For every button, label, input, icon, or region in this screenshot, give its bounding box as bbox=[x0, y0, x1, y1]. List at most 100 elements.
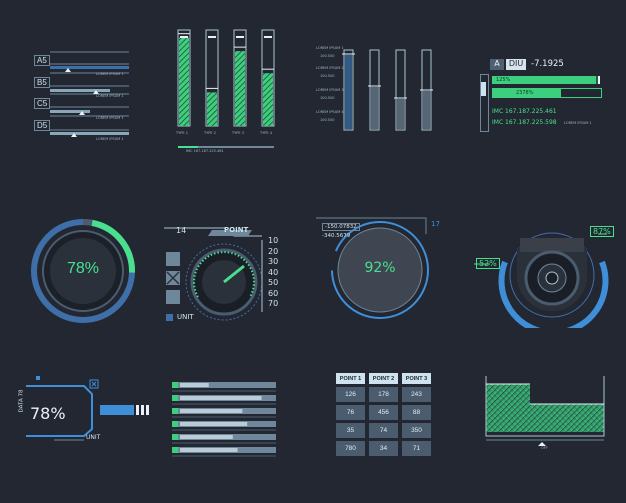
framed-percent-graphics bbox=[26, 376, 150, 441]
level-frame bbox=[395, 49, 406, 131]
table-cell: 126 bbox=[336, 387, 365, 402]
bar-cap bbox=[208, 36, 216, 38]
level-frame bbox=[343, 49, 354, 131]
status-bar-1-fill bbox=[492, 76, 596, 84]
area-graphics bbox=[485, 376, 605, 446]
area-label: OFF bbox=[541, 446, 548, 450]
status-value: -7.1925 bbox=[531, 59, 564, 69]
slider-label-b5: B5 bbox=[34, 77, 50, 88]
table-cell: 780 bbox=[336, 441, 365, 456]
hslider-cap bbox=[172, 382, 178, 388]
scale-70: 70 bbox=[268, 299, 279, 308]
table-cell: 74 bbox=[369, 423, 398, 438]
gauge4-left: 52% bbox=[476, 258, 500, 269]
imc-line-1: IMC 167.187.225.461 bbox=[492, 108, 557, 115]
type-label-3: TYPE 3 bbox=[232, 131, 244, 135]
bars-footer-text: IMC 167.187.225.461 bbox=[186, 149, 224, 153]
speedometer-graphics bbox=[164, 227, 263, 321]
table-row: 126 178 243 bbox=[336, 387, 431, 402]
table-cell: 71 bbox=[402, 441, 431, 456]
level-label-1: LOREM IPSUM 1 bbox=[316, 46, 344, 50]
table-row: 780 34 71 bbox=[336, 441, 431, 456]
table-row: 76 456 88 bbox=[336, 405, 431, 420]
imc-line-2: IMC 167.187.225.598 bbox=[492, 119, 557, 126]
gauge3-value2: -340.5679 bbox=[322, 233, 351, 239]
circle-gauge-graphics bbox=[316, 217, 429, 319]
table-cell: 456 bbox=[369, 405, 398, 420]
gauge3-percent: 92% bbox=[364, 260, 396, 276]
level-label-3: LOREM IPSUM 3 bbox=[316, 88, 344, 92]
panel-framed-percent: DATA 78 78% UNIT bbox=[14, 374, 154, 444]
bar-cap bbox=[180, 36, 188, 38]
hslider-cap bbox=[172, 395, 178, 401]
bar-fill bbox=[235, 51, 245, 126]
ring-gauge bbox=[31, 219, 135, 323]
bar-cap bbox=[236, 36, 244, 38]
gauge-circle-percent: -150.07832 -340.5679 17 92% bbox=[316, 214, 444, 326]
hslider-fill bbox=[180, 409, 243, 413]
status-bar-2-fill bbox=[493, 89, 561, 97]
table-cell: 178 bbox=[369, 387, 398, 402]
table-row: 35 74 350 bbox=[336, 423, 431, 438]
level-value-1: 100.500 bbox=[320, 54, 335, 58]
gauge4-right: 87% bbox=[590, 226, 614, 237]
gauge2-title: POINT bbox=[224, 226, 249, 234]
gauge2-scale: 10 20 30 40 50 60 70 bbox=[268, 236, 278, 310]
panel-sliders: A5 B5 C5 D5 LOREM IPSUM 1 LOREM IPSUM 1 … bbox=[34, 50, 134, 141]
bar-fill bbox=[207, 92, 217, 126]
type-label-4: TYPE 4 bbox=[260, 131, 272, 135]
bar-cap bbox=[264, 36, 272, 38]
points-table: POINT 1 POINT 2 POINT 3 126 178 243 76 4… bbox=[332, 370, 435, 459]
hslider-fill bbox=[180, 422, 248, 426]
panel-horizontal-sliders bbox=[172, 378, 282, 458]
bar-fill bbox=[179, 37, 189, 126]
hslider-cap bbox=[172, 434, 178, 440]
horizontal-sliders-graphics bbox=[172, 382, 276, 457]
type-label-1: TYPE 1 bbox=[176, 131, 188, 135]
gauge-percent: 78% bbox=[66, 260, 100, 277]
table-cell: 243 bbox=[402, 387, 431, 402]
table-header: POINT 3 bbox=[402, 373, 431, 384]
gauge2-count: 14 bbox=[176, 226, 187, 235]
tag-a: A bbox=[490, 59, 504, 70]
scale-10: 10 bbox=[268, 236, 279, 245]
panel9-percent: 78% bbox=[30, 404, 66, 423]
type-label-2: TYPE 2 bbox=[204, 131, 216, 135]
level-value-3: 100.500 bbox=[320, 96, 335, 100]
panel9-unit: UNIT bbox=[86, 434, 101, 441]
panel-vertical-bars: TYPE 1 TYPE 2 TYPE 3 TYPE 4 IMC 167.187.… bbox=[168, 28, 286, 158]
gauge3-value1: -150.07832 bbox=[322, 223, 360, 231]
level-frame bbox=[369, 49, 380, 131]
slider-label-c5: C5 bbox=[34, 98, 51, 109]
panel-area: OFF bbox=[484, 372, 608, 454]
table-cell: 88 bbox=[402, 405, 431, 420]
level-value-2: 100.500 bbox=[320, 74, 335, 78]
slider-caption: LOREM IPSUM 1 bbox=[96, 72, 124, 76]
slider-label-d5: D5 bbox=[34, 120, 51, 131]
scale-50: 50 bbox=[268, 278, 279, 287]
slider-caption: LOREM IPSUM 1 bbox=[96, 116, 124, 120]
slider-label-a5: A5 bbox=[34, 55, 50, 66]
scale-20: 20 bbox=[268, 246, 279, 256]
status-bar-2-label: 2378% bbox=[516, 90, 534, 96]
bar-fill bbox=[263, 73, 273, 126]
table-cell: 34 bbox=[369, 441, 398, 456]
gauge2-unit: UNIT bbox=[177, 313, 194, 321]
panel-level-bars: LOREM IPSUM 1 100.500 LOREM IPSUM 2 100.… bbox=[312, 44, 442, 134]
vertical-bars-chart bbox=[177, 29, 275, 127]
scale-60: 60 bbox=[268, 288, 279, 298]
gauge-lens: 52% 87% bbox=[472, 220, 622, 336]
gauge-speedometer: 14 POINT UNIT 10 20 30 40 50 60 70 bbox=[164, 222, 294, 326]
hslider-cap bbox=[172, 408, 178, 414]
table-cell: 350 bbox=[402, 423, 431, 438]
level-label-2: LOREM IPSUM 2 bbox=[316, 66, 344, 70]
slider-caption: LOREM IPSUM 1 bbox=[96, 94, 124, 98]
hslider-cap bbox=[172, 447, 178, 453]
table-header: POINT 2 bbox=[369, 373, 398, 384]
gauge-percent-ring: 78% bbox=[30, 218, 136, 324]
scale-30: 30 bbox=[268, 257, 279, 266]
hslider-track bbox=[172, 382, 276, 388]
status-caption: LOREM IPSUM 1 bbox=[564, 121, 592, 125]
level-value-4: 100.500 bbox=[320, 118, 335, 122]
hslider-fill bbox=[180, 435, 233, 439]
